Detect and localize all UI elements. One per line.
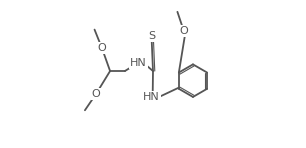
Text: O: O — [98, 43, 106, 53]
Text: HN: HN — [143, 92, 160, 102]
Text: O: O — [91, 89, 100, 99]
Text: HN: HN — [130, 58, 147, 68]
Text: O: O — [180, 26, 188, 36]
Text: S: S — [148, 31, 155, 41]
